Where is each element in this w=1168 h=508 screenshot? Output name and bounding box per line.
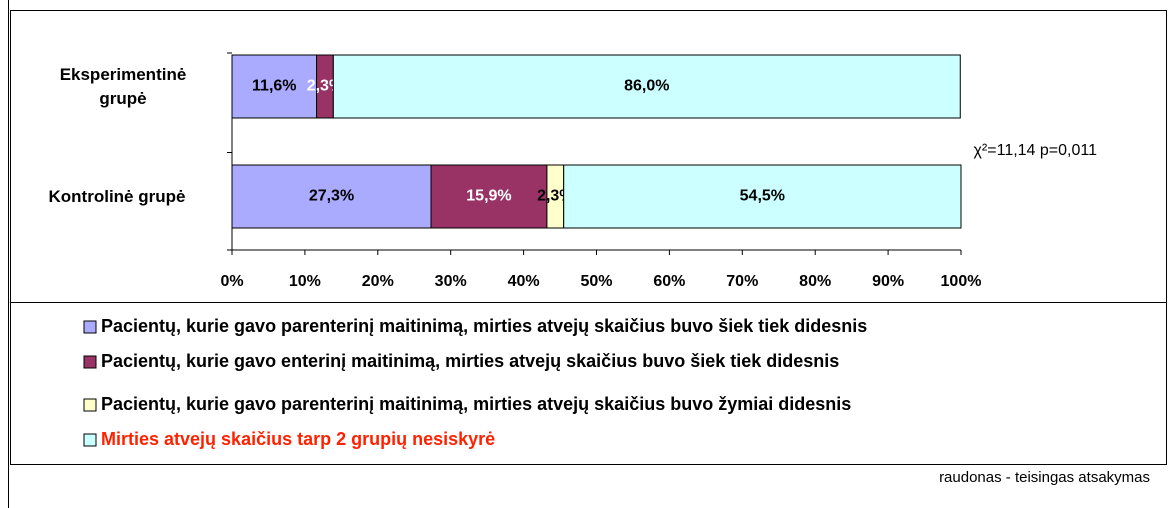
bar-segment [332, 54, 961, 119]
x-tick-label: 10% [289, 273, 321, 290]
legend-swatch [83, 320, 97, 334]
bar-segment [231, 164, 432, 229]
x-tick-label: 80% [799, 273, 831, 290]
value-label: 86,0% [624, 78, 669, 95]
x-tick-label: 100% [941, 273, 982, 290]
legend-label: Pacientų, kurie gavo parenterinį maitini… [101, 394, 851, 414]
value-label: 27,3% [309, 188, 354, 205]
legend-label: Pacientų, kurie gavo enterinį maitinimą,… [101, 351, 839, 371]
legend-label: Mirties atvejų skaičius tarp 2 grupių ne… [101, 429, 495, 449]
x-tick-label: 70% [726, 273, 758, 290]
value-label: 54,5% [740, 188, 785, 205]
legend-swatch [83, 433, 97, 447]
x-tick-label: 0% [220, 273, 243, 290]
legend-label: Pacientų, kurie gavo parenterinį maitini… [101, 316, 867, 336]
value-label: 11,6% [252, 78, 296, 95]
x-tick-label: 90% [872, 273, 904, 290]
category-label: Eksperimentinė grupė [59, 64, 187, 108]
bar-segment [430, 164, 548, 229]
x-tick-label: 50% [580, 273, 612, 290]
value-label: 15,9% [466, 188, 511, 205]
bar-segment [231, 54, 318, 119]
category-label: Kontrolinė grupė [48, 186, 186, 206]
note: raudonas - teisingas atsakymas [939, 469, 1150, 486]
x-tick-label: 30% [435, 273, 467, 290]
bar-segment [563, 164, 962, 229]
legend-swatch [83, 398, 97, 412]
chart-frame [10, 10, 1167, 465]
x-tick-label: 20% [362, 273, 394, 290]
legend-swatch [83, 355, 97, 369]
annotation: χ²=11,14 p=0,011 [974, 142, 1098, 159]
x-tick-label: 60% [653, 273, 685, 290]
x-tick-label: 40% [508, 273, 540, 290]
